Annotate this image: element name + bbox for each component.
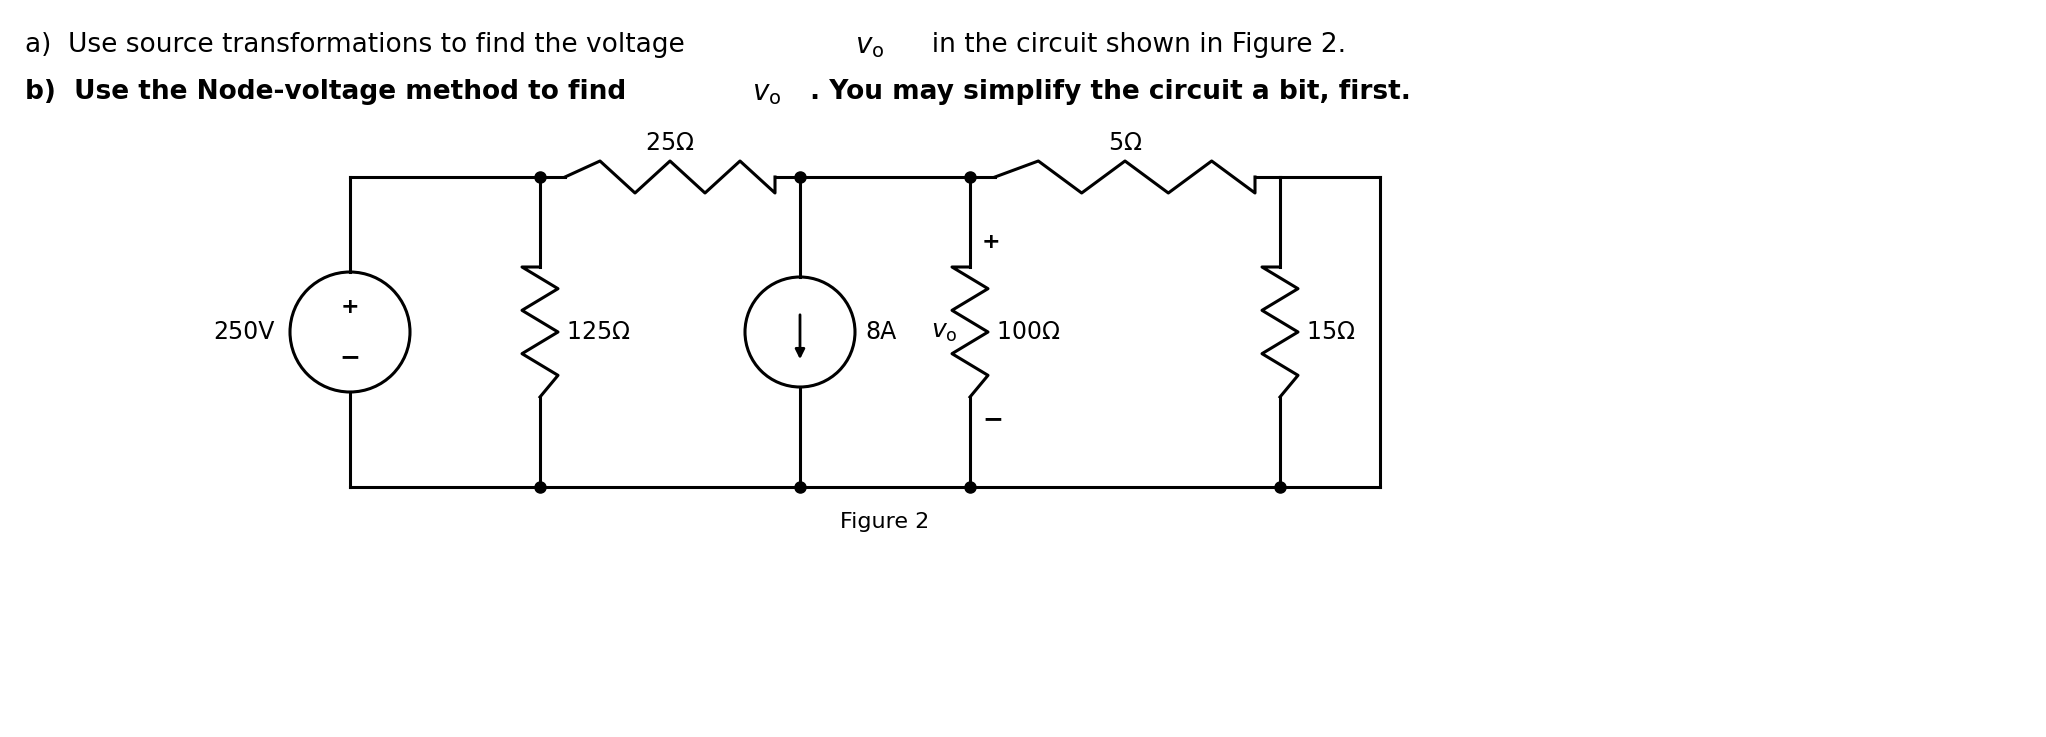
Text: 5$\Omega$: 5$\Omega$ [1109,131,1142,155]
Text: a)  Use source transformations to find the voltage: a) Use source transformations to find th… [25,32,702,58]
Text: Figure 2: Figure 2 [841,512,929,532]
Text: $v_\mathrm{o}$: $v_\mathrm{o}$ [931,320,958,344]
Text: −: − [340,345,360,369]
Text: . You may simplify the circuit a bit, first.: . You may simplify the circuit a bit, fi… [810,79,1412,105]
Text: +: + [982,232,1000,252]
Text: 100$\Omega$: 100$\Omega$ [996,320,1060,344]
Text: b)  Use the Node-voltage method to find: b) Use the Node-voltage method to find [25,79,644,105]
Text: $v_\mathrm{o}$: $v_\mathrm{o}$ [753,79,782,107]
Text: +: + [342,297,360,317]
Text: 125$\Omega$: 125$\Omega$ [567,320,630,344]
Text: 8A: 8A [865,320,896,344]
Text: −: − [982,407,1003,431]
Text: $v_\mathrm{o}$: $v_\mathrm{o}$ [855,32,884,60]
Text: 15$\Omega$: 15$\Omega$ [1305,320,1354,344]
Text: in the circuit shown in Figure 2.: in the circuit shown in Figure 2. [915,32,1346,58]
Text: 25$\Omega$: 25$\Omega$ [644,131,694,155]
Text: 250V: 250V [213,320,274,344]
